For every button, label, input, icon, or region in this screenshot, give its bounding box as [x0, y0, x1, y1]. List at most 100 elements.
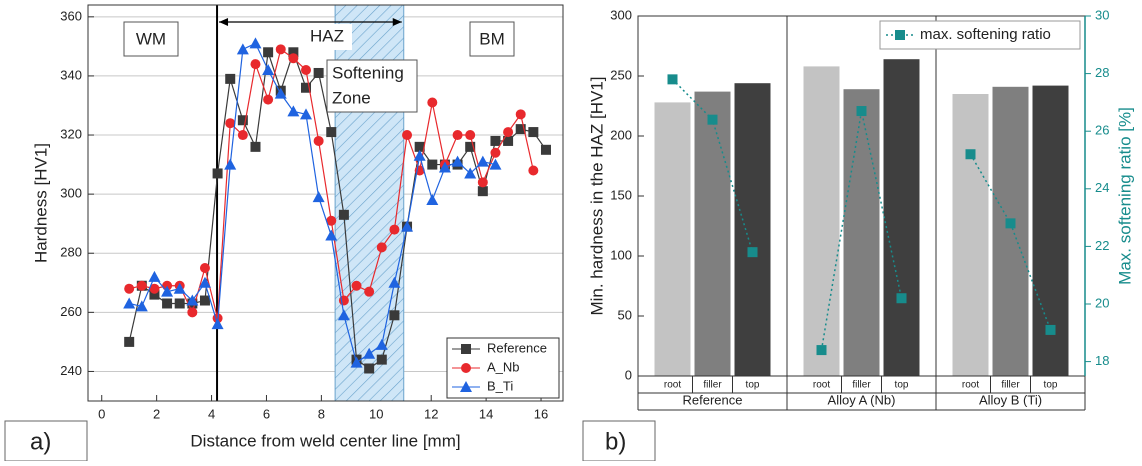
y-tick-label: 320: [60, 126, 82, 141]
y2-axis-title: Max. softening ratio [%]: [1115, 107, 1134, 285]
marker: [263, 47, 274, 58]
marker: [237, 115, 248, 126]
x-axis-title: Distance from weld center line [mm]: [190, 431, 460, 450]
marker: [476, 155, 489, 167]
category-label: top: [895, 380, 909, 391]
x-tick-label: 4: [208, 406, 215, 421]
group-label: Reference: [683, 392, 743, 407]
marker: [364, 363, 375, 374]
x-tick-label: 8: [318, 406, 325, 421]
legend-label: B_Ti: [487, 378, 513, 393]
marker: [250, 141, 261, 152]
marker: [503, 135, 514, 146]
marker: [174, 298, 185, 309]
label-box: [326, 59, 418, 113]
marker: [187, 307, 198, 318]
y-axis-title: Hardness [HV1]: [31, 143, 50, 263]
marker: [123, 297, 136, 309]
bar: [734, 83, 771, 376]
marker: [274, 87, 287, 99]
y-tick-label: 360: [60, 8, 82, 23]
y-tick-label: 250: [610, 67, 632, 82]
y-tick-label: 0: [625, 367, 632, 382]
arrow-head: [392, 18, 402, 26]
marker: [262, 64, 275, 76]
bar: [654, 102, 691, 377]
marker: [401, 220, 414, 232]
marker: [351, 280, 362, 291]
marker: [250, 59, 261, 70]
marker: [301, 82, 312, 93]
annotation: BM: [479, 29, 505, 48]
marker: [816, 345, 827, 356]
group-label: Alloy B (Ti): [979, 392, 1042, 407]
marker: [288, 53, 299, 64]
marker: [856, 106, 867, 117]
x-tick-label: 14: [479, 406, 493, 421]
category-label: top: [746, 380, 760, 391]
marker: [124, 283, 135, 294]
softening-line: [820, 110, 903, 351]
label-box: [469, 21, 515, 57]
category-label: filler: [852, 380, 871, 391]
marker: [461, 344, 471, 354]
series-line: [129, 42, 496, 364]
marker: [161, 285, 174, 297]
marker: [364, 286, 375, 297]
marker: [173, 282, 186, 294]
marker: [237, 130, 248, 141]
y2-tick-label: 18: [1095, 353, 1109, 368]
y-axis-title: Min. hardness in the HAZ [HV1]: [587, 76, 606, 315]
marker: [287, 105, 300, 117]
bar: [694, 91, 731, 376]
category-label: root: [664, 380, 681, 391]
marker: [275, 44, 286, 55]
marker: [528, 127, 539, 138]
marker: [263, 94, 274, 105]
y-tick-label: 260: [60, 304, 82, 319]
y-tick-label: 240: [60, 363, 82, 378]
marker: [313, 67, 324, 78]
marker: [452, 130, 463, 141]
marker: [375, 338, 388, 350]
marker: [326, 215, 337, 226]
x-tick-label: 0: [98, 406, 105, 421]
marker: [376, 242, 387, 253]
marker: [1005, 218, 1016, 229]
marker: [747, 247, 758, 258]
marker: [199, 295, 210, 306]
marker: [148, 270, 161, 282]
category-label: filler: [703, 380, 722, 391]
marker: [461, 363, 471, 373]
marker: [225, 118, 236, 129]
marker: [503, 127, 514, 138]
x-tick-label: 6: [263, 406, 270, 421]
marker: [376, 354, 387, 365]
marker: [149, 283, 160, 294]
series-line: [128, 50, 547, 370]
marker: [477, 186, 488, 197]
marker: [363, 347, 376, 359]
marker: [515, 109, 526, 120]
panel-label: b): [605, 428, 626, 455]
y-tick-label: 300: [610, 7, 632, 22]
marker: [414, 141, 425, 152]
legend-box: [879, 20, 1081, 50]
marker: [707, 114, 718, 125]
x-tick-label: 16: [534, 406, 548, 421]
bar: [883, 59, 920, 376]
bar: [992, 86, 1029, 377]
x-tick-label: 2: [153, 406, 160, 421]
marker: [124, 336, 135, 347]
marker: [312, 191, 325, 203]
marker: [515, 124, 526, 135]
legend-label: max. softening ratio: [920, 26, 1051, 43]
y2-tick-label: 20: [1095, 295, 1109, 310]
marker: [667, 74, 678, 85]
marker: [477, 177, 488, 188]
legend-label: A_Nb: [487, 359, 520, 374]
marker: [464, 167, 477, 179]
plot-frame: [87, 4, 564, 402]
bar: [803, 66, 840, 377]
